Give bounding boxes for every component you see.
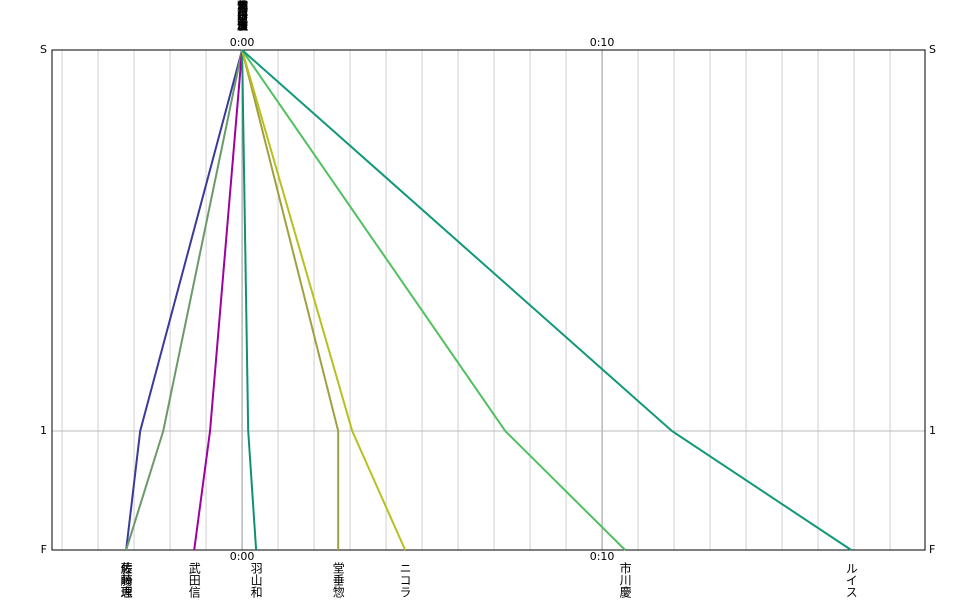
series-line	[125, 49, 244, 551]
series-label: 佐藤恵	[119, 562, 133, 598]
start-label: 市川慶	[236, 0, 249, 32]
series-line	[241, 49, 258, 551]
series-label: 藤崎理	[119, 562, 133, 598]
y-tick-label: F	[41, 543, 47, 556]
series-label: ニコラ	[398, 562, 412, 598]
start-label: 武田信	[236, 0, 249, 32]
series-label: 羽山和	[249, 562, 263, 598]
start-label: 堂垂惣	[236, 0, 249, 31]
y-tick-label: 1	[40, 424, 47, 437]
start-label: 佐藤恵	[236, 0, 249, 31]
plot-area	[51, 49, 926, 551]
series-label: 武田信	[187, 562, 201, 599]
x-tick-label: 0:00	[230, 550, 255, 563]
series-line	[241, 49, 626, 551]
x-tick-label: 0:10	[590, 550, 615, 563]
y-tick-label: S	[929, 43, 936, 56]
y-tick-label: S	[40, 43, 47, 56]
series-line	[241, 49, 407, 551]
x-tick-label: 0:10	[590, 36, 615, 49]
start-label: 羽山和	[236, 0, 249, 32]
series-label: 市川慶	[618, 561, 632, 598]
series-line	[125, 49, 244, 551]
series-line	[241, 49, 340, 550]
series-label: 堂垂惣	[331, 562, 345, 598]
start-label: 藤崎理	[236, 0, 249, 31]
series-line	[241, 49, 852, 551]
y-tick-label: F	[929, 543, 935, 556]
plot-border	[51, 49, 926, 551]
start-label: ルイス	[236, 0, 249, 31]
series-label: ルイス	[844, 562, 858, 598]
series-line	[193, 49, 244, 551]
x-tick-label: 0:00	[230, 36, 255, 49]
y-tick-label: 1	[929, 424, 936, 437]
start-label: ニコラ	[236, 0, 249, 31]
